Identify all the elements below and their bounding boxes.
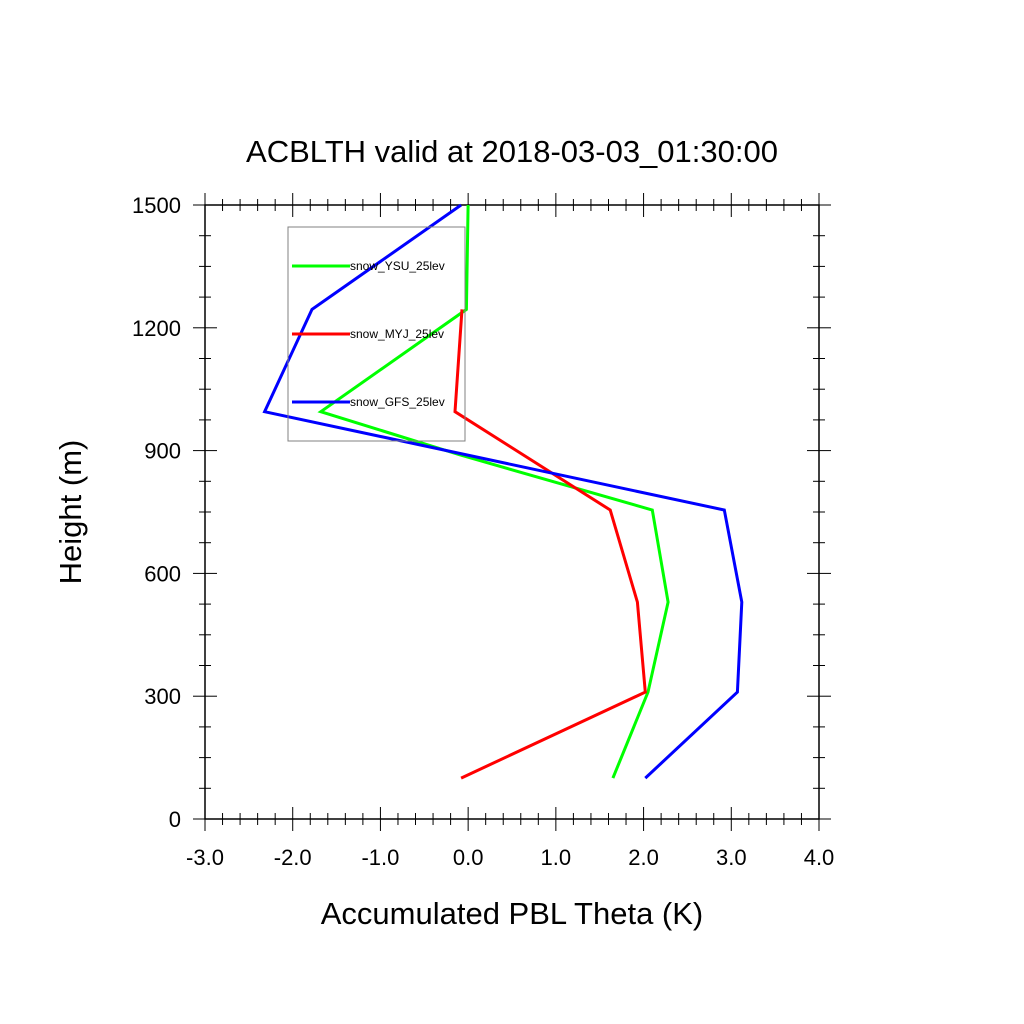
legend-box <box>287 226 466 442</box>
y-axis-label: Height (m) <box>53 440 88 585</box>
x-axis-label: Accumulated PBL Theta (K) <box>321 896 704 931</box>
x-tick-label: -1.0 <box>361 845 399 870</box>
legend: snow_YSU_25lev snow_MYJ_25lev snow_GFS_25l… <box>287 226 466 442</box>
y-tick-label: 1200 <box>132 316 181 341</box>
y-tick-label: 300 <box>144 684 181 709</box>
legend-label-snow-ysu-25lev: snow_YSU_25lev <box>350 259 445 273</box>
series-lines <box>262 203 744 780</box>
y-tick-label: 900 <box>144 439 181 464</box>
x-tick-label: 4.0 <box>804 845 835 870</box>
x-tick-label: -3.0 <box>186 845 224 870</box>
series-line-snow-ysu-25lev <box>317 204 670 779</box>
series-line-snow-gfs-25lev <box>262 203 744 780</box>
y-tick-label: 0 <box>169 807 181 832</box>
y-tick-label: 600 <box>144 561 181 586</box>
plot-area <box>204 204 820 820</box>
chart-title: ACBLTH valid at 2018-03-03_01:30:00 <box>246 134 778 169</box>
series-line-snow-myj-25lev <box>453 309 647 780</box>
x-tick-labels: -3.0 -2.0 -1.0 0.0 1.0 2.0 3.0 4.0 <box>186 845 834 870</box>
x-tick-label: -2.0 <box>274 845 312 870</box>
y-tick-label: 1500 <box>132 193 181 218</box>
legend-label-snow-gfs-25lev: snow_GFS_25lev <box>350 395 445 409</box>
x-tick-label: 0.0 <box>453 845 484 870</box>
axis-ticks <box>193 193 831 831</box>
y-tick-labels: 0 300 600 900 1200 1500 <box>132 193 181 832</box>
legend-label-snow-myj-25lev: snow_MYJ_25lev <box>350 327 444 341</box>
x-tick-label: 3.0 <box>716 845 747 870</box>
x-tick-label: 2.0 <box>628 845 659 870</box>
x-tick-label: 1.0 <box>541 845 572 870</box>
